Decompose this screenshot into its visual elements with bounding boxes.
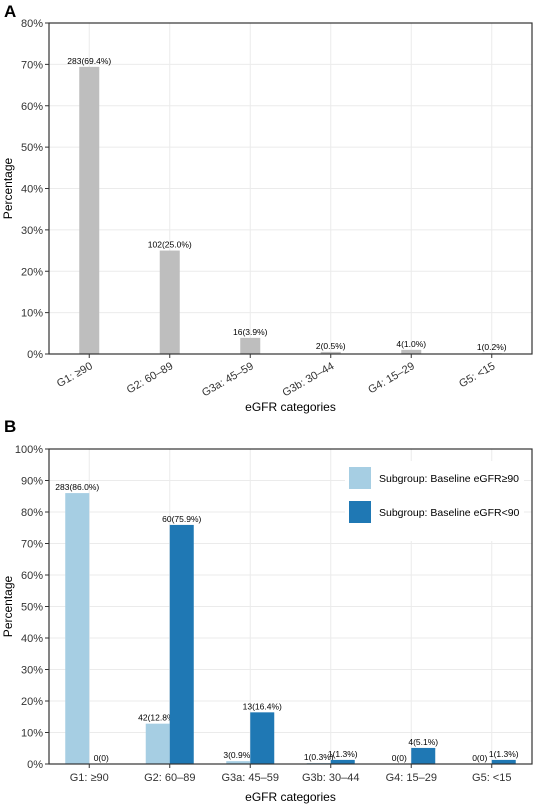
y-tick-label: 30% [21, 665, 43, 677]
y-tick-label: 60% [21, 101, 43, 113]
bar-series2-cat3 [250, 712, 275, 764]
y-tick-label: 20% [21, 696, 43, 708]
y-tick-label: 50% [21, 602, 43, 614]
bar-data-label: 1(0.3%) [304, 752, 334, 762]
bar-series2-cat2 [169, 524, 194, 764]
bar-cat2 [159, 250, 180, 354]
x-axis-title: eGFR categories [245, 790, 336, 804]
bar-data-label: 1(0.2%) [477, 342, 507, 352]
plot-frame [48, 22, 533, 355]
y-tick-label: 70% [21, 59, 43, 71]
y-tick-label: 10% [21, 308, 43, 320]
bar-data-label: 4(1.0%) [396, 339, 426, 349]
bar-cat1 [79, 66, 100, 355]
legend-label-1: Subgroup: Baseline eGFR≥90 [379, 473, 519, 485]
bar-cat4 [320, 351, 341, 354]
panel-letter-b: B [4, 417, 16, 436]
x-tick-label: G5: <15 [457, 360, 497, 390]
x-tick-label: G1: ≥90 [55, 360, 95, 390]
bar-data-label: 4(5.1%) [408, 737, 438, 747]
y-tick-label: 80% [21, 507, 43, 519]
x-tick-label: G3b: 30–44 [302, 772, 360, 784]
x-tick-label: G4: 15–29 [366, 360, 416, 396]
bar-data-label: 283(69.4%) [67, 56, 111, 66]
bar-data-label: 3(0.9%) [223, 750, 253, 760]
y-axis-title: Percentage [1, 575, 15, 637]
legend-box [345, 461, 524, 541]
y-tick-label: 60% [21, 570, 43, 582]
y-tick-label: 50% [21, 142, 43, 154]
x-tick-label: G2: 60–89 [144, 772, 195, 784]
bar-data-label: 1(1.3%) [489, 749, 519, 759]
y-tick-label: 90% [21, 476, 43, 488]
legend-label-2: Subgroup: Baseline eGFR<90 [379, 507, 520, 519]
bar-cat3 [240, 337, 261, 354]
bar-data-label: 102(25.0%) [148, 240, 192, 250]
x-axis-title: eGFR categories [245, 400, 336, 414]
x-tick-label: G1: ≥90 [70, 772, 109, 784]
y-tick-label: 40% [21, 184, 43, 196]
y-axis-title: Percentage [1, 157, 15, 219]
bar-data-label: 283(86.0%) [55, 482, 99, 492]
x-tick-label: G3b: 30–44 [280, 360, 336, 399]
y-tick-label: 70% [21, 539, 43, 551]
bar-data-label: 13(16.4%) [243, 701, 282, 711]
legend-swatch-1 [349, 467, 371, 489]
bar-series1-cat1 [65, 493, 90, 764]
x-tick-label: G3a: 45–59 [222, 772, 280, 784]
x-tick-label: G4: 15–29 [386, 772, 437, 784]
bar-data-label: 16(3.9%) [233, 327, 268, 337]
bar-data-label: 0(0) [94, 753, 109, 763]
bar-cat5 [401, 349, 422, 354]
plot-frame [48, 448, 533, 765]
legend-swatch-2 [349, 501, 371, 523]
chart-panel-b: 0% 10% 20% 30% 40% 50% 60% 70% 80% 90% 100% 283(86.… [1, 444, 533, 804]
bar-data-label: 0(0) [392, 753, 407, 763]
y-tick-label: 80% [21, 18, 43, 30]
bar-series2-cat6 [491, 759, 516, 764]
bar-series1-cat3 [226, 761, 251, 764]
bar-series2-cat4 [330, 759, 355, 764]
x-tick-label: G3a: 45–59 [200, 360, 256, 399]
y-tick-label: 0% [27, 759, 43, 771]
y-tick-label: 20% [21, 266, 43, 278]
bar-data-label: 42(12.8%) [138, 713, 177, 723]
x-tick-label: G5: <15 [472, 772, 511, 784]
x-tick-label: G2: 60–89 [125, 360, 175, 396]
bar-series1-cat2 [145, 723, 170, 764]
y-tick-label: 40% [21, 633, 43, 645]
y-tick-label: 100% [15, 444, 43, 456]
chart-panel-a: 0% 10% 20% 30% 40% 50% 60% 70% 80% 283(69.4%) 102(… [1, 18, 533, 414]
y-tick-label: 0% [27, 349, 43, 361]
y-tick-label: 10% [21, 728, 43, 740]
panel-letter-a: A [4, 2, 16, 21]
bar-data-label: 0(0) [472, 753, 487, 763]
bar-data-label: 2(0.5%) [316, 341, 346, 351]
bar-data-label: 60(75.9%) [162, 514, 201, 524]
bar-data-label: 1(1.3%) [328, 749, 358, 759]
bar-series2-cat5 [411, 747, 436, 764]
y-tick-label: 30% [21, 225, 43, 237]
